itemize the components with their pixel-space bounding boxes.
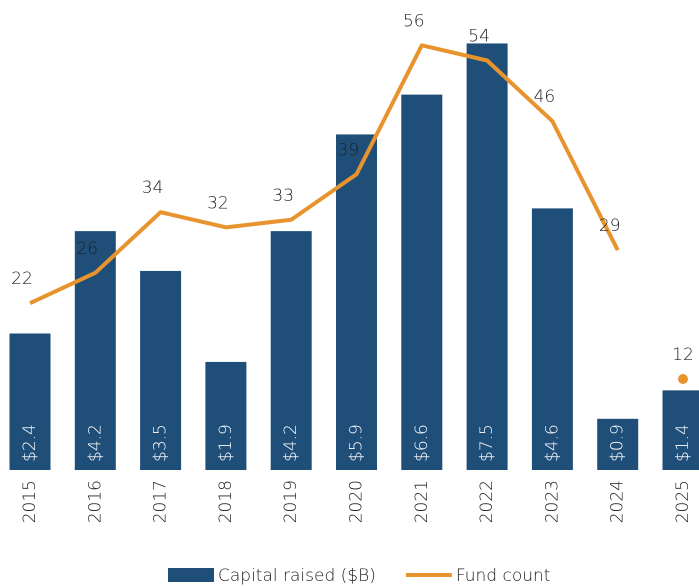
bar-label: $6.6 (412, 424, 432, 462)
line-value-label: 26 (76, 239, 98, 259)
bar (466, 43, 508, 470)
bar (597, 418, 639, 470)
bar-label: $5.9 (347, 424, 367, 462)
x-tick-label: 2025 (673, 480, 693, 523)
legend-label: Fund count (456, 566, 551, 586)
x-tick-label: 2016 (85, 480, 105, 523)
legend-label: Capital raised ($B) (218, 566, 376, 586)
bar-label: $4.6 (542, 424, 562, 462)
bar-label: $7.5 (477, 424, 497, 462)
line-value-label: 56 (403, 11, 425, 31)
bar-label: $0.9 (608, 424, 628, 462)
x-tick-label: 2024 (608, 480, 628, 523)
line-value-label: 39 (338, 140, 360, 160)
x-tick-label: 2018 (216, 480, 236, 523)
x-tick-label: 2019 (281, 480, 301, 523)
x-tick-label: 2020 (347, 480, 367, 523)
x-tick-label: 2022 (477, 480, 497, 523)
bar (205, 361, 247, 470)
x-tick-label: 2017 (151, 480, 171, 523)
x-tick-label: 2021 (412, 480, 432, 523)
legend-swatch (168, 568, 214, 582)
bar (531, 208, 573, 470)
line-value-label: 46 (534, 87, 556, 107)
bar (401, 94, 443, 470)
bar (270, 231, 312, 470)
bar (662, 390, 699, 470)
line-value-label: 32 (207, 193, 229, 213)
bar-label: $1.4 (673, 424, 693, 462)
x-tick-label: 2015 (20, 480, 40, 523)
line (29, 43, 620, 305)
bar-label: $4.2 (281, 424, 301, 462)
line-value-label: 34 (142, 178, 164, 198)
line-value-label: 29 (599, 216, 621, 236)
bar-label: $1.9 (216, 424, 236, 462)
x-tick-label: 2023 (542, 480, 562, 523)
line-value-label: 12 (672, 345, 694, 365)
bar (336, 134, 377, 470)
bar (140, 270, 182, 470)
line-value-label: 54 (468, 27, 490, 47)
bar-label: $2.4 (20, 424, 40, 462)
bar-label: $3.5 (151, 424, 171, 462)
line-value-label: 33 (272, 186, 294, 206)
bar (9, 333, 51, 470)
line-value-label: 22 (11, 269, 33, 289)
bar-label: $4.2 (85, 424, 105, 462)
line-point (678, 374, 688, 384)
